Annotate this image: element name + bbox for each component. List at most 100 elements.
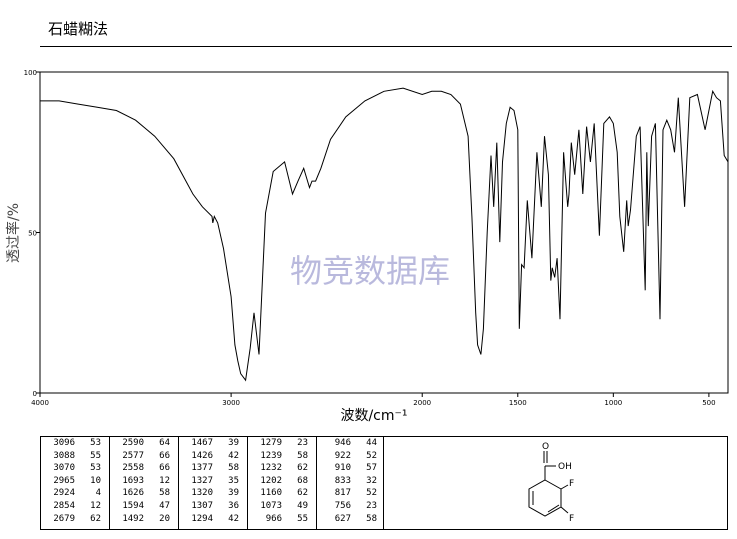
- peak-wavenumber: 2558: [122, 463, 144, 474]
- peak-wavenumber: 1320: [191, 488, 213, 499]
- x-tick-label: 1500: [509, 399, 527, 407]
- peak-table-column: 3096 53 3088 55 3070 53 2965 10 2924 4 2854 12 2679 6…: [41, 437, 110, 529]
- peak-table-row: 1320 39: [179, 487, 247, 500]
- peak-wavenumber: 2924: [53, 488, 75, 499]
- peak-table-row: 922 52: [317, 450, 383, 463]
- peak-wavenumber: 966: [265, 513, 282, 524]
- x-axis-label: 波数/cm⁻¹: [340, 408, 407, 424]
- ir-spectrum-chart: 物竞数据库 4000 3000 2000 1500 1000 500 0 50 100 波数/c…: [5, 69, 729, 424]
- peak-table-row: 1693 12: [110, 475, 178, 488]
- peak-transmittance: 58: [159, 488, 170, 499]
- peak-table-row: 2577 66: [110, 450, 178, 463]
- peak-table-row: 2854 12: [41, 500, 109, 513]
- x-tick-label: 1000: [604, 399, 622, 407]
- title-divider: [40, 46, 732, 47]
- peak-wavenumber: 833: [334, 475, 351, 486]
- peak-table-row: 1377 58: [179, 462, 247, 475]
- x-tick-label: 2000: [413, 399, 431, 407]
- peak-table-column: 2590 64 2577 66 2558 66 1693 12 1626 58 1594 47 1492…: [110, 437, 179, 529]
- peak-transmittance: 10: [90, 475, 101, 486]
- peak-table-row: 2679 62: [41, 513, 109, 526]
- y-tick-label: 100: [24, 69, 37, 77]
- peak-table-row: 1294 42: [179, 513, 247, 526]
- peak-wavenumber: 1307: [191, 500, 213, 511]
- peak-wavenumber: 1426: [191, 450, 213, 461]
- peak-wavenumber: 1073: [260, 500, 282, 511]
- peak-transmittance: 39: [228, 488, 239, 499]
- peak-wavenumber: 817: [334, 488, 351, 499]
- peak-transmittance: 4: [95, 488, 101, 499]
- peak-table-row: 1239 58: [248, 450, 316, 463]
- peak-table-row: 833 32: [317, 475, 383, 488]
- peak-table-row: 1492 20: [110, 513, 178, 526]
- peak-table-row: 2590 64: [110, 437, 178, 450]
- structure-label-fluorine-bottom: F: [569, 514, 574, 524]
- peak-wavenumber: 946: [334, 438, 351, 448]
- peak-wavenumber: 910: [334, 463, 351, 474]
- peak-table-row: 1426 42: [179, 450, 247, 463]
- structure-label-fluorine-top: F: [569, 479, 574, 489]
- peak-transmittance: 68: [297, 475, 308, 486]
- peak-transmittance: 32: [366, 475, 377, 486]
- peak-table-row: 2924 4: [41, 487, 109, 500]
- peak-table-column: 1279 23 1239 58 1232 62 1202 68 1160 62 1073 49 966 5…: [248, 437, 317, 529]
- peak-table-row: 756 23: [317, 500, 383, 513]
- peak-transmittance: 62: [297, 463, 308, 474]
- tick-group: 4000 3000 2000 1500 1000 500 0 50 100: [24, 69, 716, 407]
- peak-transmittance: 47: [159, 500, 170, 511]
- peak-table-row: 1594 47: [110, 500, 178, 513]
- peak-transmittance: 39: [228, 438, 239, 448]
- watermark: 物竞数据库: [290, 252, 450, 290]
- peak-wavenumber: 1202: [260, 475, 282, 486]
- peak-wavenumber: 922: [334, 450, 351, 461]
- x-tick-label: 4000: [31, 399, 49, 407]
- peak-wavenumber: 2590: [122, 438, 144, 448]
- peak-wavenumber: 756: [334, 500, 351, 511]
- page-title: 石蜡糊法: [48, 20, 109, 38]
- x-tick-label: 3000: [222, 399, 240, 407]
- peak-transmittance: 66: [159, 450, 170, 461]
- y-axis-label: 透过率/%: [5, 203, 22, 263]
- peak-table-row: 1279 23: [248, 437, 316, 450]
- peak-wavenumber: 2854: [53, 500, 75, 511]
- peak-wavenumber: 2965: [53, 475, 75, 486]
- peak-wavenumber: 2577: [122, 450, 144, 461]
- peak-transmittance: 58: [228, 463, 239, 474]
- peak-wavenumber: 1693: [122, 475, 144, 486]
- peak-transmittance: 49: [297, 500, 308, 511]
- peak-transmittance: 12: [159, 475, 170, 486]
- peak-wavenumber: 1377: [191, 463, 213, 474]
- peak-table-row: 2965 10: [41, 475, 109, 488]
- peak-transmittance: 42: [228, 513, 239, 524]
- peak-table-column: 946 44 922 52 910 57 833 32 817 52 756 23 627 58: [317, 437, 384, 529]
- peak-table-row: 2558 66: [110, 462, 178, 475]
- peak-transmittance: 62: [90, 513, 101, 524]
- peak-transmittance: 36: [228, 500, 239, 511]
- peak-wavenumber: 1232: [260, 463, 282, 474]
- peak-transmittance: 35: [228, 475, 239, 486]
- peak-table-row: 1073 49: [248, 500, 316, 513]
- peak-table-row: 1327 35: [179, 475, 247, 488]
- peak-table-row: 1467 39: [179, 437, 247, 450]
- peak-table-row: 3088 55: [41, 450, 109, 463]
- peak-wavenumber: 1327: [191, 475, 213, 486]
- peak-transmittance: 23: [366, 500, 377, 511]
- peak-wavenumber: 627: [334, 513, 351, 524]
- peak-table-row: 966 55: [248, 513, 316, 526]
- peak-transmittance: 44: [366, 438, 377, 448]
- peak-table-row: 817 52: [317, 487, 383, 500]
- peak-table-row: 1232 62: [248, 462, 316, 475]
- peak-transmittance: 42: [228, 450, 239, 461]
- peak-table-row: 627 58: [317, 513, 383, 526]
- peak-table-row: 1160 62: [248, 487, 316, 500]
- peak-wavenumber: 3070: [53, 463, 75, 474]
- peak-transmittance: 64: [159, 438, 170, 448]
- molecule-structure-image: O OH F F: [528, 442, 574, 524]
- peak-wavenumber: 1467: [191, 438, 213, 448]
- peak-table-row: 946 44: [317, 437, 383, 450]
- peak-table-row: 1626 58: [110, 487, 178, 500]
- peak-transmittance: 66: [159, 463, 170, 474]
- peak-transmittance: 62: [297, 488, 308, 499]
- peak-table-row: 1307 36: [179, 500, 247, 513]
- peak-wavenumber: 1279: [260, 438, 282, 448]
